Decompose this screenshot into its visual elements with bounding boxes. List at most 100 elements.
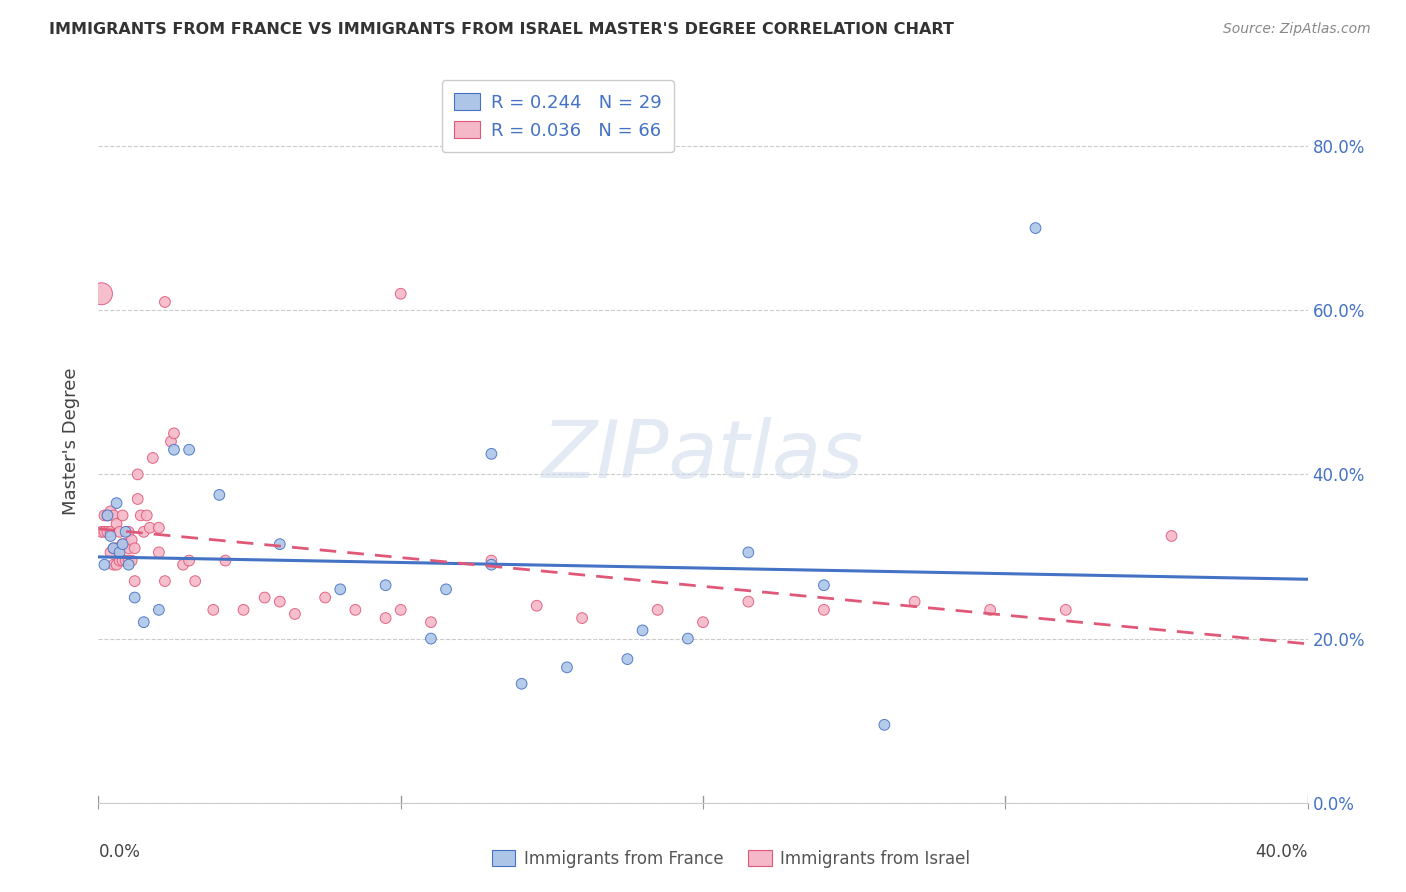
Legend: R = 0.244   N = 29, R = 0.036   N = 66: R = 0.244 N = 29, R = 0.036 N = 66: [441, 80, 673, 153]
Point: [314, 591, 336, 605]
Point: [135, 508, 157, 523]
Point: [127, 467, 149, 482]
Point: [253, 591, 276, 605]
Point: [124, 541, 146, 556]
Point: [1054, 603, 1077, 617]
Point: [232, 603, 254, 617]
Point: [108, 545, 131, 559]
Point: [111, 553, 134, 567]
Point: [118, 524, 141, 539]
Point: [510, 677, 533, 691]
Point: [873, 718, 896, 732]
Point: [389, 286, 412, 301]
Point: [132, 615, 155, 630]
Text: Source: ZipAtlas.com: Source: ZipAtlas.com: [1223, 22, 1371, 37]
Point: [96, 508, 118, 523]
Point: [103, 541, 125, 556]
Point: [1160, 529, 1182, 543]
Point: [813, 603, 835, 617]
Point: [124, 574, 146, 588]
Point: [329, 582, 352, 597]
Point: [631, 624, 654, 638]
Point: [105, 516, 128, 531]
Point: [526, 599, 548, 613]
Point: [118, 553, 141, 567]
Point: [148, 603, 170, 617]
Point: [160, 434, 183, 449]
Point: [813, 578, 835, 592]
Text: 0.0%: 0.0%: [98, 843, 141, 861]
Point: [105, 558, 128, 572]
Point: [555, 660, 578, 674]
Point: [420, 615, 443, 630]
Point: [105, 496, 128, 510]
Point: [148, 545, 170, 559]
Point: [129, 508, 152, 523]
Point: [269, 537, 291, 551]
Point: [481, 553, 503, 567]
Point: [103, 541, 125, 556]
Point: [214, 553, 236, 567]
Point: [114, 524, 136, 539]
Point: [139, 521, 162, 535]
Point: [100, 524, 122, 539]
Point: [93, 558, 115, 572]
Point: [179, 442, 201, 457]
Point: [172, 558, 194, 572]
Point: [108, 541, 131, 556]
Point: [179, 553, 201, 567]
Point: [105, 541, 128, 556]
Point: [118, 541, 141, 556]
Point: [481, 447, 503, 461]
Point: [93, 524, 115, 539]
Point: [100, 529, 122, 543]
Point: [904, 594, 927, 608]
Point: [111, 537, 134, 551]
Point: [90, 524, 112, 539]
Point: [184, 574, 207, 588]
Point: [979, 603, 1001, 617]
Point: [163, 442, 186, 457]
Point: [676, 632, 699, 646]
Point: [208, 488, 231, 502]
Point: [284, 607, 307, 621]
Point: [111, 537, 134, 551]
Point: [100, 545, 122, 559]
Y-axis label: Master's Degree: Master's Degree: [62, 368, 80, 516]
Point: [389, 603, 412, 617]
Point: [148, 521, 170, 535]
Point: [163, 426, 186, 441]
Point: [100, 504, 122, 518]
Point: [114, 537, 136, 551]
Point: [434, 582, 457, 597]
Point: [118, 558, 141, 572]
Point: [108, 524, 131, 539]
Point: [737, 545, 759, 559]
Point: [121, 553, 143, 567]
Point: [737, 594, 759, 608]
Point: [1024, 221, 1046, 235]
Point: [132, 524, 155, 539]
Point: [647, 603, 669, 617]
Point: [571, 611, 593, 625]
Point: [616, 652, 638, 666]
Text: 40.0%: 40.0%: [1256, 843, 1308, 861]
Point: [153, 574, 176, 588]
Point: [374, 611, 396, 625]
Point: [96, 508, 118, 523]
Point: [124, 591, 146, 605]
Point: [374, 578, 396, 592]
Point: [127, 491, 149, 506]
Point: [111, 508, 134, 523]
Point: [202, 603, 225, 617]
Point: [481, 558, 503, 572]
Point: [420, 632, 443, 646]
Point: [103, 508, 125, 523]
Point: [90, 286, 112, 301]
Text: ZIPatlas: ZIPatlas: [541, 417, 865, 495]
Point: [142, 450, 165, 465]
Text: IMMIGRANTS FROM FRANCE VS IMMIGRANTS FROM ISRAEL MASTER'S DEGREE CORRELATION CHA: IMMIGRANTS FROM FRANCE VS IMMIGRANTS FRO…: [49, 22, 955, 37]
Legend: Immigrants from France, Immigrants from Israel: Immigrants from France, Immigrants from …: [485, 844, 977, 875]
Point: [93, 508, 115, 523]
Point: [269, 594, 291, 608]
